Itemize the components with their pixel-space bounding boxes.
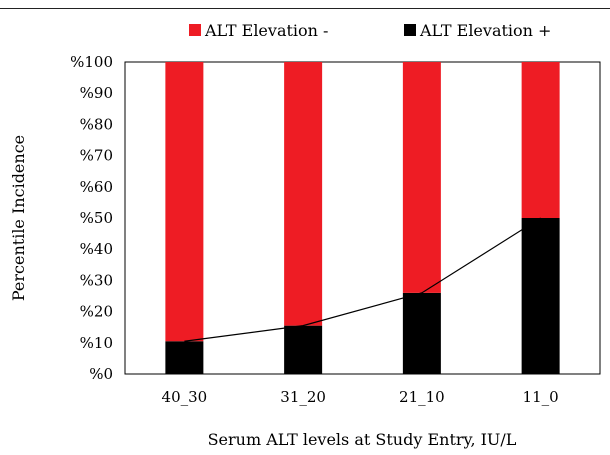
y-tick-label: %40 <box>80 240 113 258</box>
bars <box>165 62 560 374</box>
x-axis-title: Serum ALT levels at Study Entry, IU/L <box>208 430 517 449</box>
trend-line <box>184 217 541 342</box>
x-tick-label: 31_20 <box>280 388 326 406</box>
x-axis-ticks: 40_30 31_20 21_10 11_0 <box>162 388 559 406</box>
y-tick-label: %30 <box>80 271 113 289</box>
trend-line-group <box>184 217 541 342</box>
x-tick-label: 40_30 <box>162 388 208 406</box>
y-tick-label: %20 <box>80 303 113 321</box>
y-tick-label: %50 <box>80 209 113 227</box>
legend-swatch-alt-elevation-plus <box>404 24 416 36</box>
y-axis-title: Percentile Incidence <box>9 135 28 301</box>
bar-segment-alt-elevation-40_30 <box>165 341 204 374</box>
y-tick-label: %70 <box>80 147 113 165</box>
legend-label-alt-elevation-plus: ALT Elevation + <box>419 21 551 40</box>
top-rule <box>0 8 610 9</box>
y-tick-label: %0 <box>89 365 113 383</box>
x-tick-label: 21_10 <box>399 388 445 406</box>
bar-segment-alt-elevation-11_0 <box>521 62 560 218</box>
legend-swatch-alt-elevation-minus <box>189 24 201 36</box>
bar-segment-alt-elevation-21_10 <box>402 62 441 293</box>
y-tick-label: %100 <box>70 53 113 71</box>
legend-label-alt-elevation-minus: ALT Elevation - <box>204 21 328 40</box>
bar-segment-alt-elevation-31_20 <box>284 325 323 374</box>
plot-area <box>124 61 601 375</box>
y-tick-label: %90 <box>80 84 113 102</box>
y-tick-label: %60 <box>80 178 113 196</box>
legend: ALT Elevation - ALT Elevation + <box>189 21 551 40</box>
bar-segment-alt-elevation-21_10 <box>402 292 441 374</box>
y-tick-label: %80 <box>80 115 113 133</box>
bar-segment-alt-elevation-11_0 <box>521 218 560 374</box>
bar-segment-alt-elevation-31_20 <box>284 62 323 326</box>
y-axis-ticks: %0 %10 %20 %30 %40 %50 %60 %70 %80 %90 %… <box>70 53 113 383</box>
y-tick-label: %10 <box>80 334 113 352</box>
x-tick-label: 11_0 <box>523 388 559 406</box>
bar-segment-alt-elevation-40_30 <box>165 62 204 342</box>
